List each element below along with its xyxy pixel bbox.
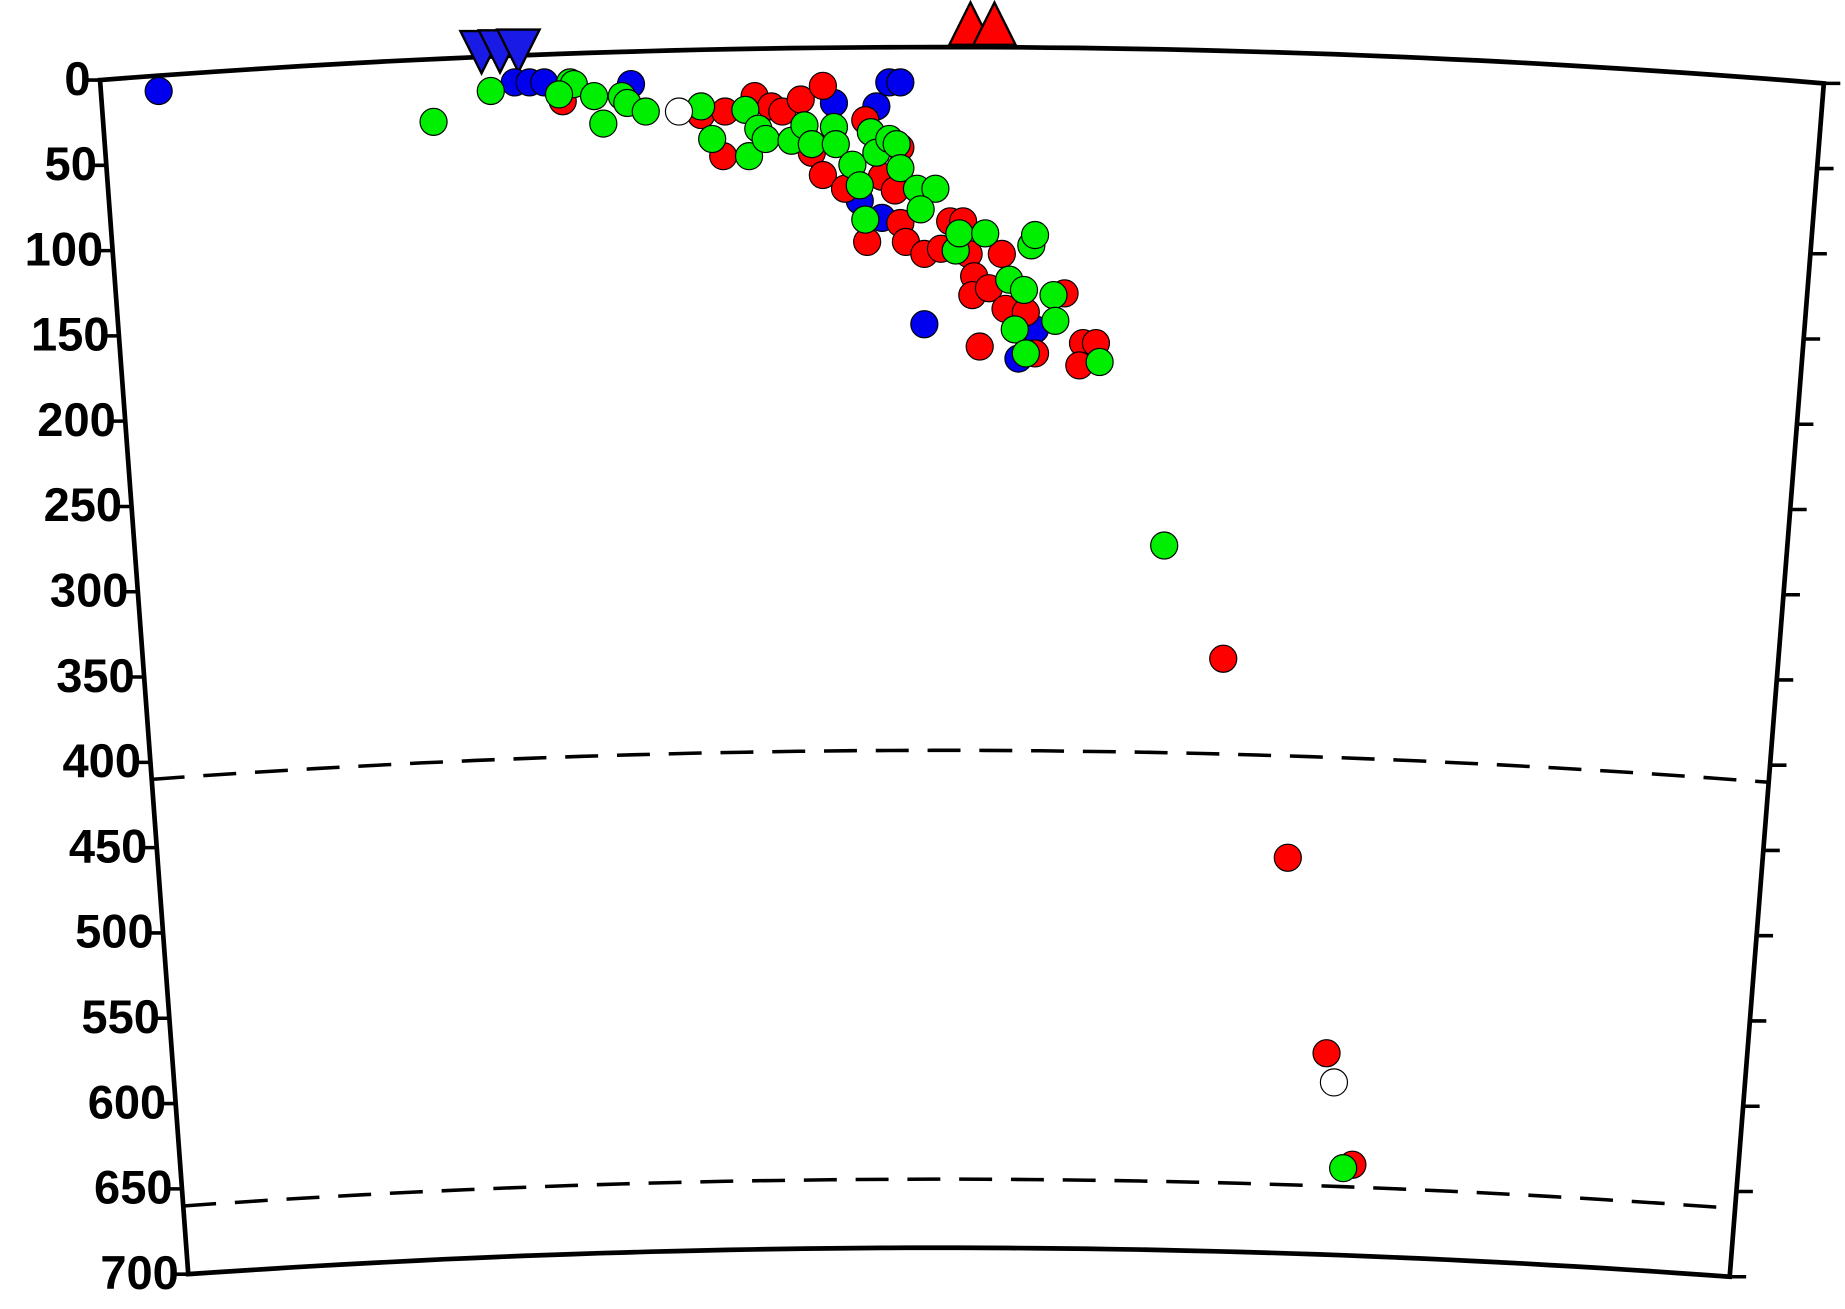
- discontinuity-line: [183, 1177, 1736, 1211]
- y-tick-label: 500: [75, 905, 154, 958]
- hypocenter: [419, 107, 448, 136]
- y-tick-label: 450: [69, 819, 148, 872]
- y-tick-label: 150: [31, 308, 110, 361]
- hypocenter: [987, 239, 1016, 269]
- hypocenter: [808, 71, 837, 100]
- hypocenter: [1209, 644, 1238, 673]
- hypocenter: [965, 332, 994, 361]
- hypocenter: [886, 68, 915, 97]
- hypocenter: [1000, 315, 1029, 344]
- hypocenter: [1085, 347, 1114, 377]
- hypocenter: [589, 109, 618, 138]
- hypocenter: [1319, 1068, 1349, 1097]
- hypocenter: [886, 154, 915, 183]
- hypocenter: [1150, 531, 1179, 560]
- hypocenter: [476, 76, 505, 106]
- hypocenter: [751, 124, 780, 154]
- hypocenter: [882, 130, 911, 159]
- hypocenter: [851, 205, 880, 234]
- hypocenter: [1329, 1154, 1358, 1183]
- hypocenter: [1020, 220, 1050, 250]
- y-tick-label: 600: [88, 1075, 167, 1128]
- y-tick-label: 550: [81, 990, 160, 1043]
- y-tick-label: 300: [50, 564, 129, 617]
- hypocenter: [821, 130, 850, 159]
- y-tick-label: 0: [64, 52, 90, 105]
- hypocenter: [544, 80, 574, 109]
- station-marker: [971, 0, 1018, 47]
- hypocenter: [1312, 1039, 1341, 1068]
- y-tick-label: 50: [45, 137, 97, 190]
- hypocenter: [971, 219, 1000, 248]
- hypocenter: [808, 160, 837, 190]
- hypocenter: [945, 219, 974, 248]
- hypocenter: [631, 97, 660, 126]
- discontinuity-line: [151, 748, 1769, 784]
- y-tick-label: 400: [63, 734, 142, 787]
- hypocenter: [1009, 275, 1039, 305]
- hypocenter: [579, 81, 609, 111]
- hypocenter: [734, 142, 764, 171]
- y-tick-label: 650: [94, 1161, 173, 1214]
- y-tick-label: 700: [100, 1246, 179, 1299]
- hypocenter: [698, 124, 727, 154]
- hypocenter: [144, 76, 173, 106]
- y-tick-label: 100: [25, 222, 104, 275]
- y-tick-label: 200: [37, 393, 116, 446]
- hypocenter: [910, 310, 939, 339]
- station-marker: [495, 28, 542, 75]
- hypocenter: [921, 174, 950, 203]
- hypocenter: [1041, 306, 1070, 335]
- hypocenter: [1039, 280, 1068, 310]
- hypocenter: [906, 195, 935, 224]
- y-tick-label: 250: [44, 478, 123, 531]
- hypocenter: [845, 171, 874, 200]
- hypocenter: [1011, 339, 1040, 368]
- hypocenter: [797, 130, 826, 159]
- hypocenter: [1273, 843, 1302, 872]
- hypocenter: [664, 97, 694, 126]
- y-tick-label: 350: [56, 649, 135, 702]
